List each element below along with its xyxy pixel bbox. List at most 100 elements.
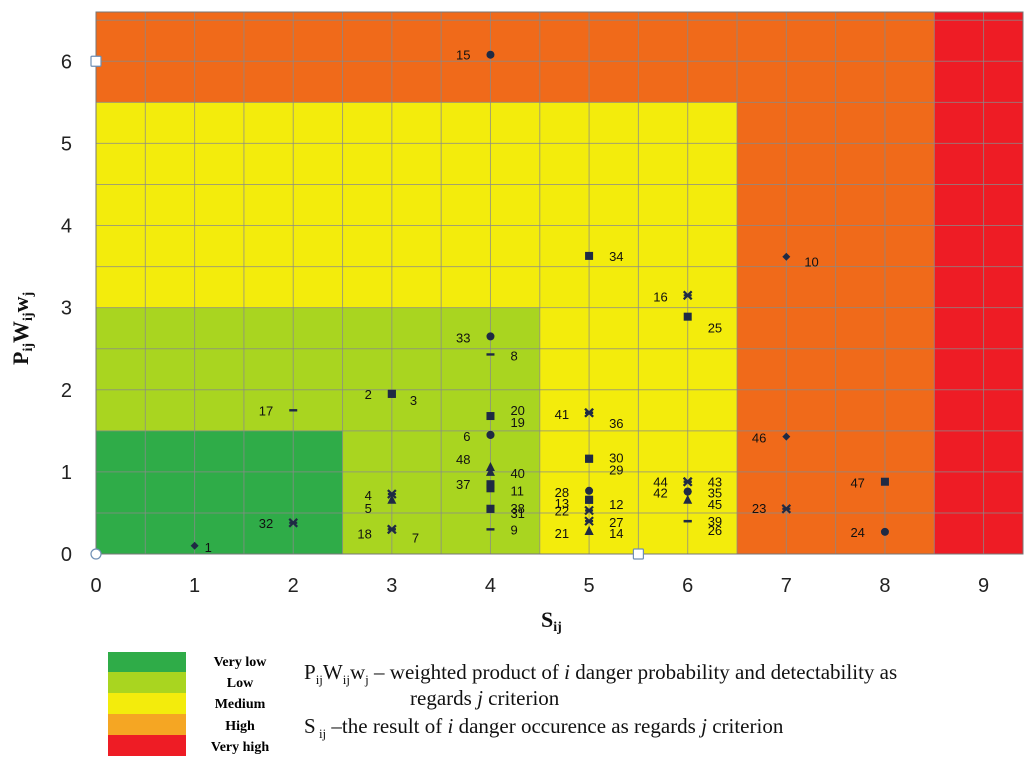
x-tick-label: 4: [485, 575, 496, 597]
point-label: 2: [365, 387, 372, 402]
point-label: 21: [555, 526, 569, 541]
legend-swatch-very-high: [108, 735, 186, 756]
data-point-8: [486, 353, 495, 356]
point-label: 27: [609, 515, 623, 530]
data-point-1: [190, 541, 199, 550]
data-point-32: [288, 518, 299, 528]
data-point-23: [781, 504, 792, 514]
data-point-44: [682, 476, 693, 487]
point-label: 32: [259, 516, 273, 531]
legend-labels: Very low Low Medium High Very high: [196, 652, 284, 758]
chart-selection-handles[interactable]: [90, 55, 644, 560]
point-label: 29: [609, 463, 623, 478]
point-label: 42: [653, 486, 667, 501]
data-points: [190, 50, 889, 550]
x-tick-label: 8: [879, 575, 890, 597]
data-point-10: [782, 252, 791, 261]
point-label: 11: [510, 483, 524, 498]
data-point-37: [486, 480, 495, 489]
data-point-3: [387, 389, 396, 398]
x-tick-label: 1: [189, 575, 200, 597]
data-point-18: [387, 524, 397, 535]
legend-swatch-high: [108, 714, 186, 735]
point-label: 43: [708, 475, 722, 490]
point-label: 26: [708, 523, 722, 538]
data-point-4: [387, 489, 397, 499]
data-point-30: [585, 454, 594, 463]
data-point-38: [486, 504, 495, 513]
legend-label-high: High: [225, 718, 255, 734]
data-point-16: [682, 290, 693, 301]
data-point-46: [782, 432, 791, 441]
data-point-15: [486, 50, 495, 59]
y-tick-label: 1: [61, 462, 72, 484]
x-tick-label: 3: [386, 575, 397, 597]
point-label: 30: [609, 451, 623, 466]
x-tick-label: 5: [584, 575, 595, 597]
point-label: 7: [412, 530, 419, 545]
data-point-21: [584, 526, 594, 536]
y-tick-label: 2: [61, 380, 72, 402]
point-label: 10: [804, 255, 818, 270]
data-point-48: [485, 461, 495, 471]
point-label: 25: [708, 321, 722, 336]
point-label: 15: [456, 48, 470, 63]
legend-swatch-medium: [108, 693, 186, 714]
note-weighted-product-cont: regards j criterion: [410, 686, 560, 710]
legend-swatch-low: [108, 672, 186, 693]
point-label: 48: [456, 452, 470, 467]
legend-label-medium: Medium: [214, 697, 266, 713]
data-point-11: [486, 484, 495, 493]
point-label: 47: [850, 476, 864, 491]
x-tick-label: 6: [682, 575, 693, 597]
point-label: 14: [609, 526, 623, 541]
x-tick-label: 0: [90, 575, 101, 597]
data-point-17: [289, 409, 298, 412]
gridlines: [95, 11, 1024, 555]
y-axis-title: PijWijwj: [8, 292, 36, 365]
data-point-5: [387, 494, 397, 504]
point-label: 22: [555, 503, 569, 518]
data-point-41: [584, 407, 594, 418]
risk-zones: [96, 12, 1023, 554]
data-point-24: [880, 527, 889, 536]
point-label: 31: [510, 506, 524, 521]
point-label: 41: [555, 407, 569, 422]
point-label: 46: [752, 431, 766, 446]
point-label: 20: [510, 403, 524, 418]
selection-handle[interactable]: [90, 548, 102, 560]
point-label: 23: [752, 501, 766, 516]
zone-very-high: [934, 12, 1023, 554]
point-label: 36: [609, 416, 623, 431]
point-label: 33: [456, 330, 470, 345]
data-point-33: [486, 332, 495, 341]
point-label: 24: [850, 525, 864, 540]
legend-label-very-high: Very high: [210, 739, 270, 755]
point-label: 28: [555, 485, 569, 500]
point-label: 40: [510, 466, 524, 481]
legend-swatch-very-low: [108, 652, 186, 672]
data-point-45: [683, 494, 693, 504]
data-point-28: [585, 486, 594, 495]
point-label: 3: [410, 393, 417, 408]
point-label: 13: [555, 496, 569, 511]
point-label: 44: [653, 475, 667, 490]
data-point-9: [486, 528, 495, 531]
point-label: 37: [456, 477, 470, 492]
legend-label-low: Low: [226, 676, 254, 692]
legend-label-very-low: Very low: [213, 655, 267, 670]
point-label: 9: [510, 522, 517, 537]
point-label: 16: [653, 289, 667, 304]
y-tick-label: 5: [61, 133, 72, 155]
selection-handle[interactable]: [90, 55, 102, 67]
x-tick-label: 2: [288, 575, 299, 597]
data-point-40: [485, 466, 495, 476]
point-label: 38: [510, 501, 524, 516]
point-label: 8: [510, 348, 517, 363]
selection-handle[interactable]: [632, 548, 644, 560]
data-point-19: [486, 430, 495, 439]
data-point-39: [683, 519, 692, 523]
note-weighted-product: PijWijwj – weighted product of i danger …: [304, 660, 898, 688]
